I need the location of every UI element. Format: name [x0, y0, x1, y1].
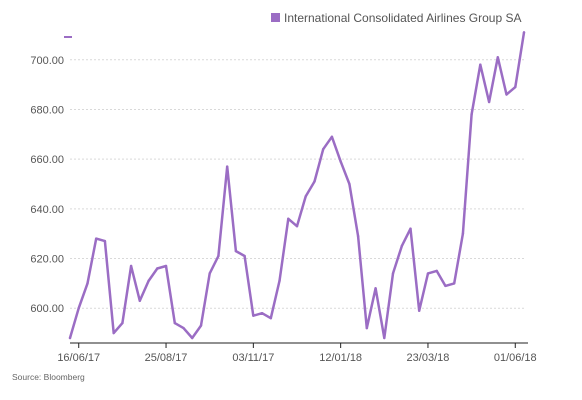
series-point — [225, 165, 229, 168]
series-point — [234, 249, 238, 253]
series-point — [269, 316, 273, 320]
series-point — [435, 269, 438, 273]
series-point — [94, 237, 98, 240]
x-tick-label: 23/03/18 — [407, 352, 450, 364]
y-tick-label: 640.00 — [30, 204, 64, 216]
series-point — [470, 113, 473, 116]
series-point — [330, 135, 334, 138]
series-point — [295, 225, 299, 228]
x-tick-label: 16/06/17 — [57, 352, 100, 364]
series-point — [313, 180, 316, 183]
series-point — [383, 336, 386, 340]
series-point — [191, 336, 194, 340]
series-point — [479, 63, 482, 66]
x-tick-label: 25/08/17 — [145, 352, 188, 364]
series-point — [496, 56, 500, 59]
series-point — [77, 307, 80, 310]
y-tick-label: 680.00 — [30, 104, 64, 116]
x-tick-label: 03/11/17 — [232, 352, 274, 364]
legend-swatch — [271, 13, 280, 22]
series-point — [147, 279, 150, 283]
legend-label: International Consolidated Airlines Grou… — [284, 11, 521, 25]
series-point — [461, 232, 465, 235]
series-point — [514, 85, 517, 89]
series-point — [339, 160, 342, 163]
series-point — [505, 93, 508, 96]
series-point — [278, 279, 281, 283]
legend: International Consolidated Airlines Grou… — [271, 11, 521, 25]
x-tick-label: 12/01/18 — [319, 352, 362, 364]
x-axis-ticks: 16/06/17 25/08/17 03/11/17 12/01/18 23/03/18… — [57, 343, 537, 364]
series-point — [156, 267, 159, 270]
series-point — [287, 217, 290, 220]
series-point — [400, 244, 403, 248]
series-point — [129, 264, 133, 268]
series-point — [452, 282, 456, 285]
y-tick-label: 700.00 — [30, 55, 64, 67]
series-point — [391, 272, 395, 275]
series-point — [68, 336, 72, 340]
series-point — [522, 31, 526, 34]
series-point — [348, 182, 351, 186]
series-point — [208, 272, 211, 275]
series-point — [164, 264, 168, 268]
series-line — [68, 31, 526, 340]
series-point — [304, 195, 307, 198]
series-point — [103, 239, 107, 243]
series-points — [68, 31, 526, 340]
series-point — [409, 227, 412, 230]
y-tick-label: 620.00 — [30, 254, 64, 266]
series-point — [138, 299, 142, 302]
series-point — [121, 321, 124, 325]
series-point — [426, 272, 430, 275]
x-tick-label: 01/06/18 — [494, 352, 537, 364]
series-point — [243, 254, 246, 258]
series-point — [112, 331, 115, 335]
series-point — [199, 324, 203, 327]
series-point — [365, 326, 369, 330]
series-point — [260, 311, 264, 315]
series-point — [418, 309, 421, 312]
series-point — [182, 326, 185, 330]
y-tick-label: 660.00 — [30, 154, 64, 166]
y-tick-label: 600.00 — [30, 303, 64, 315]
series-point — [444, 284, 447, 288]
series-point — [217, 254, 220, 258]
series-point — [487, 100, 491, 104]
series-point — [356, 234, 360, 238]
y-axis-tick-labels: 600.00 620.00 640.00 660.00 680.00 700.00 — [30, 55, 64, 315]
series-point — [252, 314, 255, 317]
series-point — [86, 282, 89, 285]
series-point — [173, 321, 176, 325]
series-point — [321, 148, 325, 151]
series-point — [374, 287, 377, 290]
source-label: Source: Bloomberg — [12, 372, 85, 382]
